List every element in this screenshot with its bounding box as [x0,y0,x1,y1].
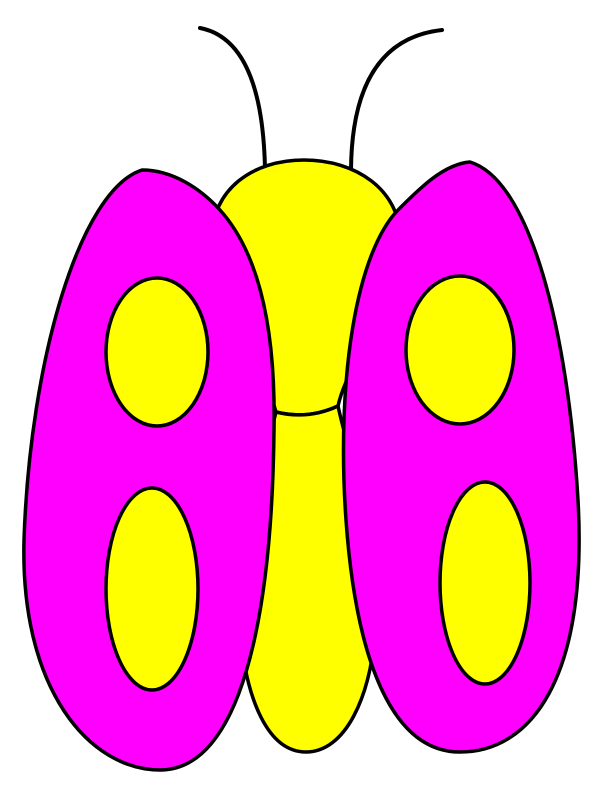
left-wing-lower-spot [104,486,200,692]
right-wing-upper-spot [404,274,516,426]
right-wing-lower-spot [438,480,532,686]
left-antenna [198,26,267,170]
right-antenna [349,28,444,172]
left-wing [22,168,276,772]
left-wing-upper-spot [104,276,210,428]
